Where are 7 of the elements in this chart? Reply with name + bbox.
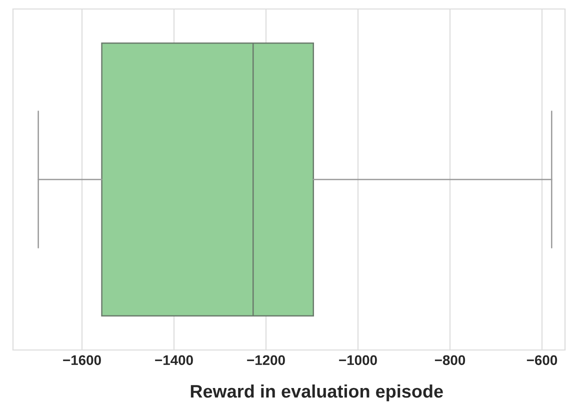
x-tick-label: −800: [434, 355, 466, 366]
x-axis-title: Reward in evaluation episode: [190, 384, 443, 402]
x-tick-label: −1200: [247, 355, 285, 366]
x-tick-label: −1400: [155, 355, 193, 366]
x-tick-label: −1000: [339, 355, 377, 366]
x-tick-label: −600: [526, 355, 558, 366]
x-tick-label: −1600: [63, 355, 101, 366]
